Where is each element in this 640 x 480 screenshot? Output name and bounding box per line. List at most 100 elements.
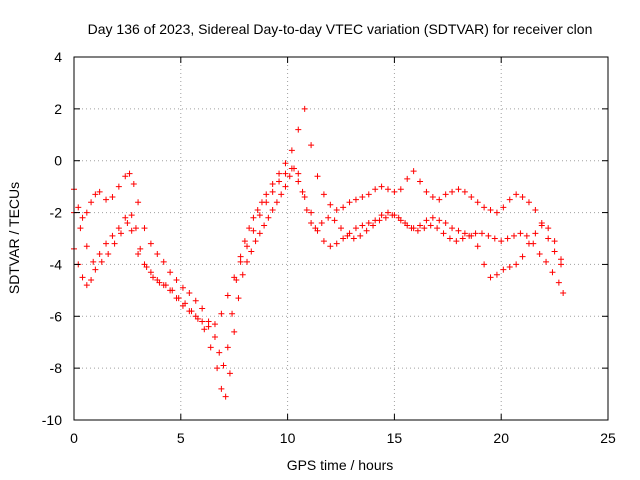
data-point bbox=[440, 230, 447, 237]
data-point bbox=[363, 227, 370, 234]
data-point bbox=[276, 178, 283, 185]
data-point bbox=[218, 385, 225, 392]
data-point bbox=[250, 214, 257, 221]
data-point bbox=[256, 212, 263, 219]
data-point bbox=[331, 217, 338, 224]
data-point bbox=[239, 271, 246, 278]
data-point bbox=[154, 251, 161, 258]
data-point bbox=[192, 297, 199, 304]
data-point bbox=[179, 302, 186, 309]
data-point bbox=[96, 251, 103, 258]
data-point bbox=[523, 232, 530, 239]
data-point bbox=[135, 251, 142, 258]
data-point bbox=[346, 199, 353, 206]
data-point bbox=[493, 271, 500, 278]
x-tick-label: 20 bbox=[493, 430, 509, 446]
data-point bbox=[222, 393, 229, 400]
data-point bbox=[461, 230, 468, 237]
data-point bbox=[96, 188, 103, 195]
data-point bbox=[491, 235, 498, 242]
data-point bbox=[235, 295, 242, 302]
data-point bbox=[468, 232, 475, 239]
data-point bbox=[147, 269, 154, 276]
series-track-c bbox=[71, 165, 565, 330]
data-point bbox=[472, 230, 479, 237]
data-point bbox=[167, 269, 174, 276]
data-point bbox=[256, 230, 263, 237]
data-point bbox=[340, 204, 347, 211]
data-point bbox=[384, 186, 391, 193]
data-point bbox=[314, 173, 321, 180]
data-point bbox=[391, 188, 398, 195]
data-point bbox=[350, 235, 357, 242]
data-point bbox=[150, 274, 157, 281]
data-point bbox=[558, 256, 565, 263]
data-point bbox=[199, 305, 206, 312]
data-point bbox=[352, 196, 359, 203]
data-point bbox=[434, 225, 441, 232]
x-axis-label: GPS time / hours bbox=[287, 457, 394, 473]
data-point bbox=[461, 188, 468, 195]
data-point bbox=[179, 284, 186, 291]
data-point bbox=[288, 165, 295, 172]
data-point bbox=[269, 206, 276, 213]
data-point bbox=[263, 199, 270, 206]
data-point bbox=[90, 258, 97, 265]
data-point bbox=[417, 178, 424, 185]
data-point bbox=[141, 225, 148, 232]
data-point bbox=[154, 276, 161, 283]
data-point bbox=[551, 238, 558, 245]
data-point bbox=[83, 282, 90, 289]
data-point bbox=[404, 222, 411, 229]
data-point bbox=[308, 209, 315, 216]
data-point bbox=[340, 235, 347, 242]
data-point bbox=[250, 227, 257, 234]
data-point bbox=[555, 279, 562, 286]
data-point bbox=[75, 204, 82, 211]
data-point bbox=[487, 206, 494, 213]
data-point bbox=[481, 261, 488, 268]
data-point bbox=[365, 219, 372, 226]
data-point bbox=[382, 214, 389, 221]
data-point bbox=[295, 170, 302, 177]
data-point bbox=[532, 230, 539, 237]
data-point bbox=[132, 225, 139, 232]
data-point bbox=[549, 269, 556, 276]
data-point bbox=[325, 214, 332, 221]
data-point bbox=[493, 209, 500, 216]
data-point bbox=[538, 222, 545, 229]
data-point bbox=[79, 274, 86, 281]
data-point bbox=[397, 217, 404, 224]
data-point bbox=[295, 126, 302, 133]
data-point bbox=[404, 175, 411, 182]
ticks-layer: 0 5 10 15 20 25 -10 -8 -6 -4 -2 0 2 4 bbox=[42, 49, 616, 446]
data-point bbox=[122, 173, 129, 180]
data-point bbox=[229, 310, 236, 317]
data-point bbox=[543, 258, 550, 265]
chart-title: Day 136 of 2023, Sidereal Day-to-day VTE… bbox=[88, 21, 593, 37]
data-point bbox=[273, 199, 280, 206]
data-point bbox=[160, 258, 167, 265]
data-point bbox=[263, 191, 270, 198]
data-point bbox=[449, 225, 456, 232]
data-point bbox=[320, 191, 327, 198]
data-point bbox=[558, 261, 565, 268]
data-point bbox=[500, 204, 507, 211]
data-point bbox=[286, 173, 293, 180]
data-point bbox=[224, 292, 231, 299]
data-point bbox=[246, 225, 253, 232]
data-point bbox=[327, 243, 334, 250]
data-point bbox=[92, 191, 99, 198]
data-point bbox=[545, 225, 552, 232]
data-point bbox=[453, 238, 460, 245]
data-point bbox=[365, 191, 372, 198]
data-point bbox=[417, 222, 424, 229]
data-point bbox=[485, 232, 492, 239]
data-point bbox=[224, 344, 231, 351]
y-tick-label: -4 bbox=[50, 256, 63, 272]
data-point bbox=[301, 194, 308, 201]
data-point bbox=[265, 214, 272, 221]
data-point bbox=[517, 230, 524, 237]
data-point bbox=[455, 227, 462, 234]
data-point bbox=[442, 191, 449, 198]
